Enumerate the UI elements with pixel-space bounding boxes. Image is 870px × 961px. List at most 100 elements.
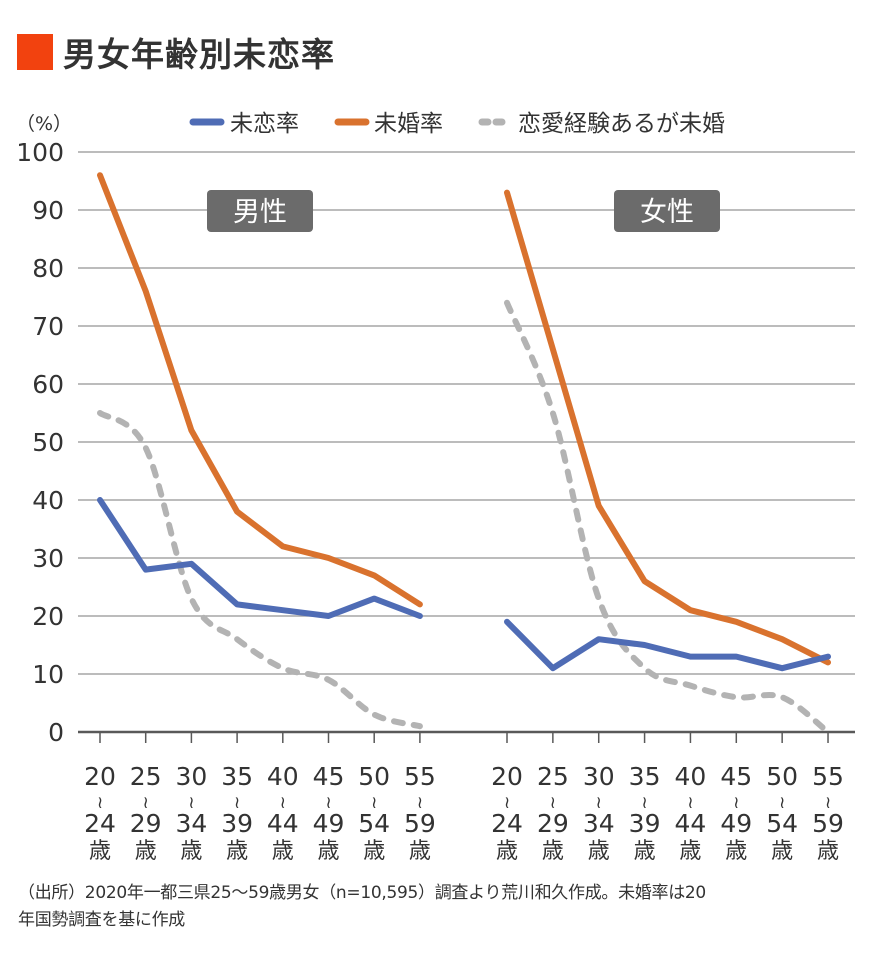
x-tick-label-unit: 歳 (317, 839, 339, 864)
y-tick-label: 50 (32, 428, 64, 457)
x-tick-label-unit: 歳 (272, 839, 294, 864)
x-tick-label: 50≀54歳 (766, 762, 798, 864)
x-tick-label-from: 25 (537, 762, 569, 791)
x-tick-label-unit: 歳 (89, 839, 111, 864)
x-tick-label-separator: ≀ (550, 793, 556, 813)
x-tick-label: 30≀34歳 (583, 762, 615, 864)
legend: 未恋率 未婚率 恋愛経験あるが未婚 (189, 111, 725, 137)
x-tick-label-separator: ≀ (687, 793, 693, 813)
panel-badge-female: 女性 (614, 190, 720, 232)
source-note-line-2: 年国勢調査を基に作成 (18, 910, 185, 930)
x-tick-label: 30≀34歳 (175, 762, 207, 864)
x-tick-label-unit: 歳 (180, 839, 202, 864)
x-tick-label-unit: 歳 (542, 839, 564, 864)
x-tick-label-separator: ≀ (325, 793, 331, 813)
legend-item: 未恋率 (189, 111, 299, 137)
x-tick-label: 25≀29歳 (537, 762, 569, 864)
panel-badge-bg (614, 190, 720, 232)
x-tick-label-separator: ≀ (371, 793, 377, 813)
series-line-male-2 (97, 410, 423, 730)
x-tick-label-from: 45 (313, 762, 345, 791)
legend-label: 未婚率 (374, 111, 443, 137)
y-tick-label: 40 (32, 486, 64, 515)
x-tick-label-unit: 歳 (363, 839, 385, 864)
x-tick-label-to: 39 (629, 809, 661, 838)
x-tick-label-from: 55 (404, 762, 436, 791)
x-tick-label-to: 29 (130, 809, 162, 838)
x-tick-label-to: 44 (267, 809, 299, 838)
x-tick-label-unit: 歳 (725, 839, 747, 864)
x-tick-label-to: 24 (84, 809, 116, 838)
panel-badges: 男性 女性 (207, 190, 720, 232)
y-axis: （%） 0 10 20 30 40 50 60 70 80 90 100 (16, 113, 72, 747)
x-tick-label-from: 35 (221, 762, 253, 791)
x-tick-label: 45≀49歳 (313, 762, 345, 864)
x-tick-label-from: 35 (629, 762, 661, 791)
y-tick-label: 30 (32, 544, 64, 573)
series-line-male-0 (97, 497, 423, 619)
chart-title-block: 男女年齢別未恋率 (17, 28, 335, 76)
x-tick-label-unit: 歳 (588, 839, 610, 864)
x-tick-label-separator: ≀ (417, 793, 423, 813)
x-tick-label-separator: ≀ (280, 793, 286, 813)
grid-lines (78, 151, 855, 734)
x-tick-label: 35≀39歳 (221, 762, 253, 864)
legend-label: 未恋率 (230, 111, 299, 137)
panel-badge-label: 男性 (233, 197, 287, 228)
x-tick-label: 20≀24歳 (491, 762, 523, 864)
x-tick-label-to: 29 (537, 809, 569, 838)
x-tick-label-unit: 歳 (634, 839, 656, 864)
x-tick-label: 40≀44歳 (675, 762, 707, 864)
y-tick-label: 80 (32, 254, 64, 283)
x-axis: 20≀24歳25≀29歳30≀34歳35≀39歳40≀44歳45≀49歳50≀5… (84, 732, 844, 864)
x-tick-label-from: 55 (812, 762, 844, 791)
x-tick-label: 45≀49歳 (720, 762, 752, 864)
x-tick-label-from: 40 (267, 762, 299, 791)
panel-badge-label: 女性 (640, 197, 694, 228)
source-note-line-1: （出所）2020年一都三県25〜59歳男女（n=10,595）調査より荒川和久作… (18, 883, 706, 903)
x-tick-label-from: 40 (675, 762, 707, 791)
chart-title: 男女年齢別未恋率 (63, 35, 335, 74)
x-tick-label-separator: ≀ (641, 793, 647, 813)
x-tick-label-separator: ≀ (779, 793, 785, 813)
y-tick-label: 100 (16, 138, 64, 167)
x-tick-label-from: 20 (491, 762, 523, 791)
y-axis-unit-label: （%） (16, 113, 72, 135)
source-note: （出所）2020年一都三県25〜59歳男女（n=10,595）調査より荒川和久作… (18, 880, 868, 934)
x-tick-label-unit: 歳 (226, 839, 248, 864)
x-tick-label-separator: ≀ (234, 793, 240, 813)
x-tick-label: 55≀59歳 (812, 762, 844, 864)
y-tick-label: 0 (48, 718, 64, 747)
title-marker-icon (17, 34, 53, 70)
x-tick-label: 35≀39歳 (629, 762, 661, 864)
y-tick-label: 20 (32, 602, 64, 631)
x-tick-label-from: 30 (583, 762, 615, 791)
x-tick-label-to: 59 (812, 809, 844, 838)
x-tick-label-to: 49 (720, 809, 752, 838)
x-tick-label-separator: ≀ (733, 793, 739, 813)
x-tick-label-from: 25 (130, 762, 162, 791)
x-tick-label-unit: 歳 (771, 839, 793, 864)
series-line-female-1 (504, 189, 832, 666)
x-tick-label-separator: ≀ (188, 793, 194, 813)
x-tick-label: 55≀59歳 (404, 762, 436, 864)
panel-badge-male: 男性 (207, 190, 313, 232)
x-tick-label: 20≀24歳 (84, 762, 116, 864)
x-tick-label-to: 24 (491, 809, 523, 838)
x-tick-label-from: 50 (766, 762, 798, 791)
y-tick-label: 10 (32, 660, 64, 689)
x-tick-label-to: 44 (675, 809, 707, 838)
x-tick-label-separator: ≀ (596, 793, 602, 813)
series-line-female-0 (504, 618, 832, 672)
x-tick-label-separator: ≀ (825, 793, 831, 813)
y-tick-label: 70 (32, 312, 64, 341)
x-tick-label-separator: ≀ (143, 793, 149, 813)
x-tick-label-unit: 歳 (409, 839, 431, 864)
x-tick-label-from: 45 (720, 762, 752, 791)
x-tick-label-unit: 歳 (135, 839, 157, 864)
x-tick-label-from: 30 (175, 762, 207, 791)
x-tick-label-unit: 歳 (496, 839, 518, 864)
y-tick-label: 60 (32, 370, 64, 399)
legend-item: 未婚率 (334, 111, 443, 137)
